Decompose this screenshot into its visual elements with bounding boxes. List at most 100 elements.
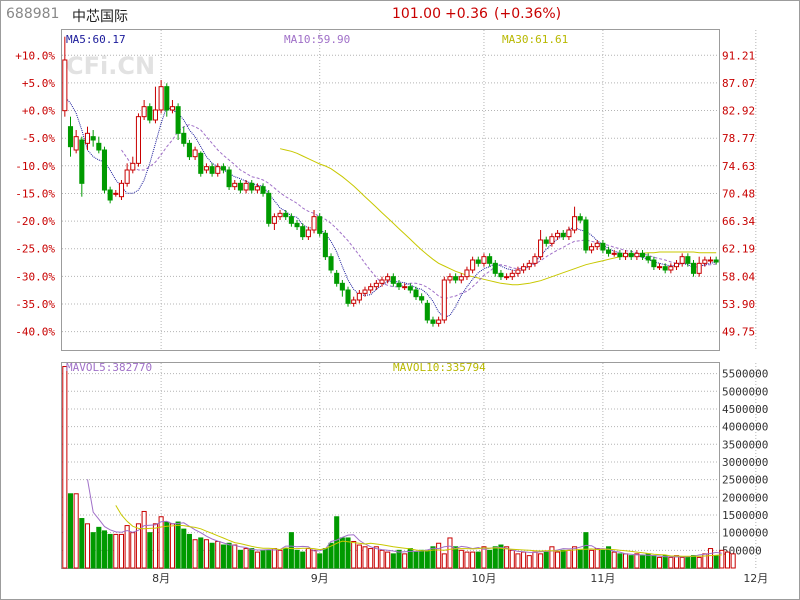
volume-bar (294, 549, 300, 569)
candle-body (696, 262, 702, 274)
volume-bar (617, 553, 623, 569)
volume-bar (305, 548, 311, 569)
candle-body (135, 116, 142, 164)
stock-name: 中芯国际 (72, 9, 128, 25)
volume-bar (192, 539, 198, 569)
candle-body (90, 136, 96, 141)
volume-bar (96, 526, 102, 569)
volume-bar (509, 549, 515, 569)
volume-bar (611, 551, 617, 569)
ma30-line (279, 148, 717, 286)
candle-body (334, 272, 340, 284)
volume-bar (402, 553, 408, 569)
volume-bar (181, 528, 187, 569)
candle-body (215, 166, 221, 174)
percent-tick-label: -5.0% (22, 132, 55, 145)
percent-tick-label: -40.0% (15, 326, 55, 339)
volume-bar (696, 556, 702, 569)
candle-body (532, 256, 538, 264)
price-tick-label: 74.63 (722, 160, 755, 173)
volume-bar (453, 546, 459, 569)
volume-bar (322, 548, 328, 569)
candle-body (198, 152, 204, 174)
volume-bar (226, 542, 232, 569)
candle-body (243, 182, 249, 191)
price-axis: 91.21 87.07 82.92 78.77 74.63 70.48 66.34 62.19… (722, 49, 755, 338)
candle-body (73, 136, 79, 151)
volume-bar (492, 546, 498, 569)
volume-bar (232, 544, 238, 569)
volume-bar (379, 549, 385, 569)
volume-bar (328, 542, 334, 569)
candle-body (220, 166, 226, 171)
ma10-label: MA10:59.90 (284, 33, 350, 46)
volume-tick-label: 1000000 (722, 527, 768, 540)
month-label: 9月 (311, 572, 329, 585)
volume-bar (135, 523, 142, 569)
volume-bar (634, 553, 640, 569)
volume-bar (566, 549, 572, 569)
volume-bar (543, 551, 549, 569)
price-grid (62, 30, 757, 350)
volume-bar (209, 542, 215, 569)
volume-bar (67, 493, 74, 569)
percent-tick-label: -30.0% (15, 270, 55, 283)
candle-body (662, 266, 668, 271)
candle-body (130, 162, 136, 171)
price-tick-label: 49.75 (722, 326, 755, 339)
candle-body (260, 186, 266, 194)
volume-bar (719, 549, 725, 569)
volume-bar (628, 555, 634, 569)
price-tick-label: 53.90 (722, 298, 755, 311)
candle-body (266, 192, 272, 224)
volume-bar (300, 551, 306, 569)
candle-body (300, 226, 306, 238)
ma5-label: MA5:60.17 (66, 33, 126, 46)
volume-bar (441, 553, 447, 569)
volume-bar (470, 551, 476, 569)
candle-body (373, 282, 379, 288)
volume-bar (656, 556, 663, 569)
candle-body (617, 252, 623, 258)
volume-bar (464, 551, 470, 569)
candle-body (645, 256, 651, 261)
volume-bar (215, 540, 221, 569)
candle-body (526, 262, 532, 268)
candle-body (283, 212, 289, 218)
volume-bar (311, 549, 317, 569)
candle-body (385, 276, 391, 281)
percent-tick-label: -20.0% (15, 215, 55, 228)
volume-bar (623, 553, 629, 569)
candle-body (362, 289, 368, 294)
volume-pane-border (61, 362, 720, 569)
candle-body (413, 289, 419, 298)
volume-bar (526, 555, 532, 569)
price-change-percent: (+0.36%) (494, 6, 562, 22)
candle-body (441, 279, 447, 321)
candle-body (254, 186, 260, 191)
volume-bar (277, 549, 283, 569)
candle-body (594, 242, 600, 248)
candle-body (673, 262, 680, 268)
volume-bar (487, 549, 493, 569)
candle-body (113, 192, 119, 195)
volume-bar (594, 548, 600, 569)
volume-bar (475, 551, 481, 569)
candle-body (656, 266, 663, 269)
volume-bar (458, 549, 464, 569)
candle-body (498, 272, 504, 278)
candle-body (572, 216, 578, 231)
volume-bar (572, 546, 578, 569)
month-label: 12月 (743, 572, 768, 585)
candle-body (509, 272, 515, 278)
volume-bar (481, 546, 487, 569)
candle-body (147, 106, 153, 121)
watermark: CFi.CN (66, 52, 155, 80)
volume-bar (339, 537, 345, 569)
volume-bar (175, 521, 181, 569)
candle-body (107, 189, 113, 201)
candle-body (322, 232, 328, 258)
candle-body (623, 252, 629, 258)
volume-axis: 5500000 5000000 4500000 4000000 3500000 30000… (722, 368, 768, 558)
